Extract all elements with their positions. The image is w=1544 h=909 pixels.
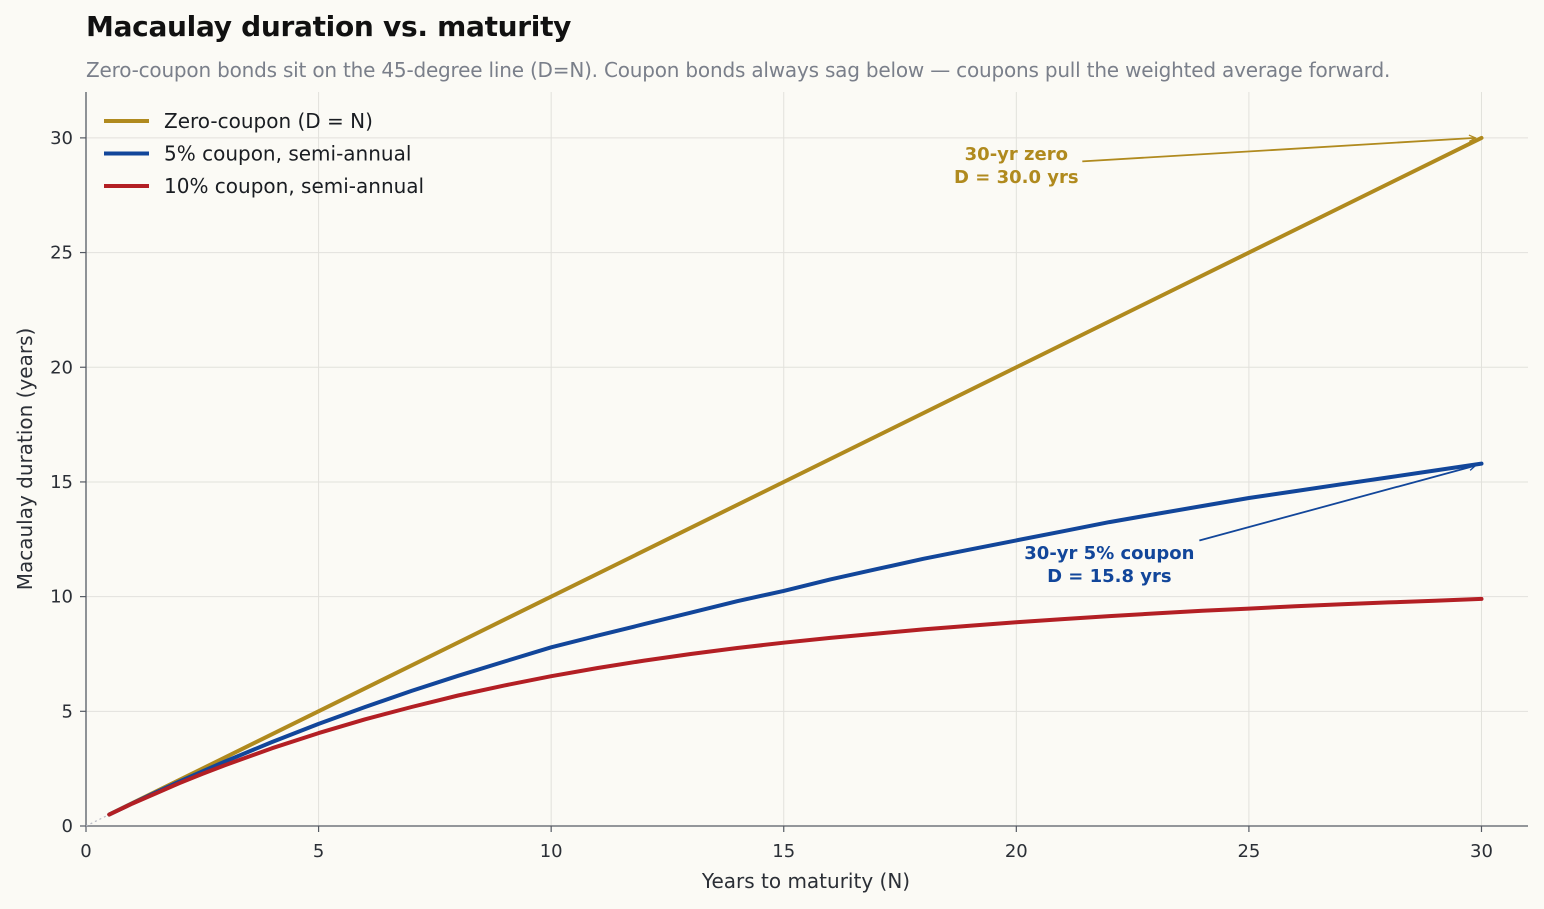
- series-line-0: [107, 135, 1484, 817]
- x-tick-label-10: 10: [540, 841, 563, 862]
- annotation-five-line-1: D = 15.8 yrs: [1047, 566, 1172, 587]
- x-tick-label-5: 5: [313, 841, 324, 862]
- y-tick-label-25: 25: [50, 243, 73, 264]
- y-axis-label: Macaulay duration (years): [13, 328, 37, 591]
- legend-label-2: 10% coupon, semi-annual: [164, 174, 424, 198]
- y-tick-label-20: 20: [50, 357, 73, 378]
- y-tick-label-5: 5: [62, 701, 73, 722]
- chart-title: Macaulay duration vs. maturity: [86, 10, 572, 43]
- annotation-arrow-zero: [1082, 138, 1475, 163]
- x-tick-label-15: 15: [772, 841, 795, 862]
- annotation-zero-line-0: 30-yr zero: [965, 144, 1068, 165]
- x-tick-label-25: 25: [1237, 841, 1260, 862]
- series-line-2: [107, 596, 1484, 817]
- x-tick-label-0: 0: [80, 841, 91, 862]
- series-layer: [85, 135, 1484, 827]
- y-tick-label-0: 0: [62, 816, 73, 837]
- y-tick-label-30: 30: [50, 128, 73, 149]
- grid-layer: [86, 92, 1528, 826]
- legend-label-0: Zero-coupon (D = N): [164, 109, 373, 133]
- annotation-five-line-0: 30-yr 5% coupon: [1024, 543, 1194, 564]
- chart-legend: Zero-coupon (D = N) 5% coupon, semi-annua…: [104, 109, 424, 198]
- x-axis-label: Years to maturity (N): [701, 869, 910, 893]
- origin-connector: [85, 813, 110, 827]
- legend-label-1: 5% coupon, semi-annual: [164, 142, 411, 166]
- annotation-zero-line-1: D = 30.0 yrs: [954, 167, 1079, 188]
- x-tick-label-20: 20: [1005, 841, 1028, 862]
- y-tick-label-10: 10: [50, 587, 73, 608]
- y-tick-label-15: 15: [50, 472, 73, 493]
- x-tick-label-30: 30: [1470, 841, 1493, 862]
- series-line-1: [107, 461, 1484, 817]
- axes-layer: 0 5 10 15 20 25 30 0 5 10 15 20 25 30: [50, 92, 1528, 862]
- annotation-arrow-five: [1199, 466, 1475, 542]
- chart-subtitle: Zero-coupon bonds sit on the 45-degree l…: [86, 58, 1391, 82]
